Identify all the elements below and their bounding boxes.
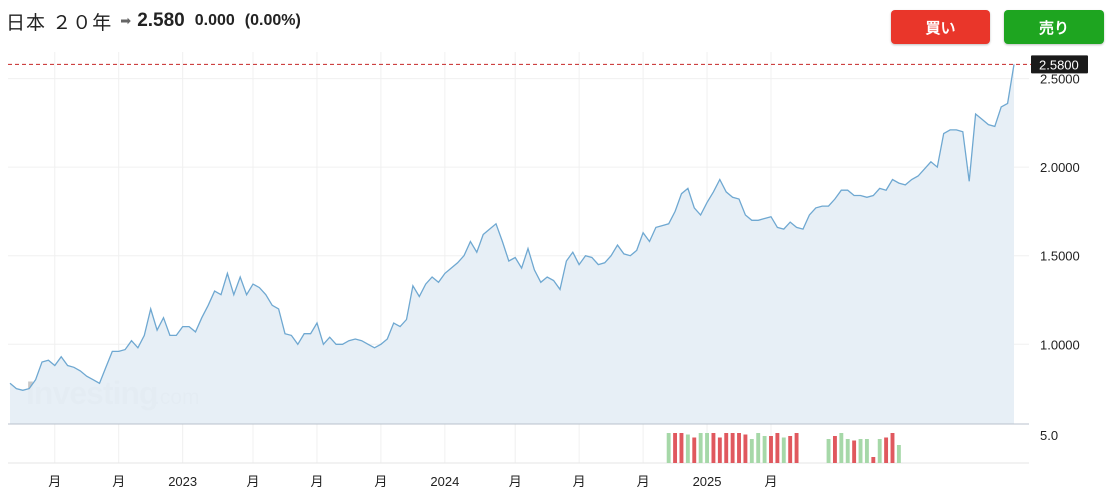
volume-bar [864, 439, 869, 463]
volume-bar [756, 433, 761, 463]
x-tick-label: 2024 [430, 474, 459, 489]
volume-bar [711, 433, 716, 463]
volume-bar [762, 436, 767, 463]
volume-bar [673, 433, 678, 463]
volume-bar [781, 437, 786, 463]
volume-bar [839, 433, 844, 463]
volume-bar [826, 439, 831, 463]
x-tick-label: 月 [637, 474, 650, 489]
volume-bar [858, 439, 863, 463]
price-line [9, 64, 1015, 391]
volume-bar [730, 433, 735, 463]
last-price-tag-bg [1031, 55, 1088, 74]
buy-button[interactable]: 買い [891, 10, 990, 44]
volume-bar [896, 445, 901, 463]
x-tick-label: 月 [509, 474, 522, 489]
volume-bar [692, 437, 697, 463]
volume-tick-label: 5.0 [1040, 428, 1058, 443]
last-price-tag: 2.5800 [1039, 57, 1079, 72]
x-tick-label: 2025 [693, 474, 722, 489]
volume-bar [717, 437, 722, 463]
price-change-percent: (0.00%) [244, 12, 301, 29]
x-tick-label: 月 [112, 474, 125, 489]
last-price: 2.580 [137, 10, 185, 31]
volume-bar [743, 434, 748, 463]
volume-bar [890, 433, 895, 463]
price-change: 0.000 [194, 12, 235, 29]
volume-bar [852, 440, 857, 463]
y-tick-label: 1.5000 [1040, 249, 1080, 264]
x-tick-label: 月 [374, 474, 387, 489]
sell-button[interactable]: 売り [1004, 10, 1104, 44]
volume-bar [698, 433, 703, 463]
x-tick-label: 月 [48, 474, 61, 489]
volume-bar [749, 439, 754, 463]
volume-bar [705, 433, 709, 463]
volume-bar [775, 433, 780, 463]
volume-bar [788, 436, 793, 463]
volume-bar [724, 433, 729, 463]
volume-bar [871, 457, 876, 463]
x-tick-label: 月 [764, 474, 777, 489]
volume-bar [679, 433, 684, 463]
y-tick-label: 2.0000 [1040, 160, 1080, 175]
quote-header: 日本 ２０年 ➡ 2.580 0.000 (0.00%) [6, 8, 301, 34]
right-arrow-icon: ➡ [120, 13, 132, 28]
x-tick-label: 2023 [168, 474, 197, 489]
x-tick-label: 月 [573, 474, 586, 489]
volume-bar [877, 439, 882, 463]
volume-bar [845, 439, 850, 463]
volume-bar [794, 433, 799, 463]
volume-bar [884, 437, 889, 463]
volume-bar [666, 433, 671, 463]
instrument-title: 日本 ２０年 [6, 12, 113, 34]
y-tick-label: 2.5000 [1040, 72, 1080, 87]
volume-bar [832, 436, 837, 463]
volume-bar [737, 433, 741, 463]
x-tick-label: 月 [310, 474, 323, 489]
volume-bar [769, 436, 773, 463]
y-tick-label: 1.0000 [1040, 337, 1080, 352]
x-tick-label: 月 [246, 474, 259, 489]
volume-bar [685, 434, 690, 463]
price-area-fill [10, 64, 1014, 425]
